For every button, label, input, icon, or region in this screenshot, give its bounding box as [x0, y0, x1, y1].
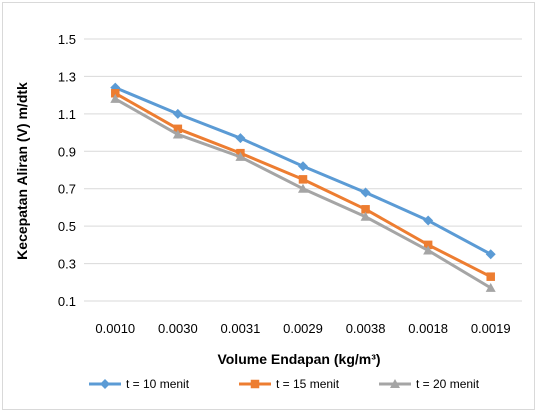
y-tick-label: 0.7	[58, 182, 76, 197]
chart-frame: 0.1 0.3 0.5 0.7 0.9 1.1 1.3 1.5 0.0010 0.0030 0.0…	[2, 2, 535, 410]
legend-item: t = 10 menit	[89, 377, 190, 391]
x-tick-label: 0.0031	[221, 321, 261, 336]
data-point	[173, 124, 183, 134]
data-point	[172, 108, 183, 119]
data-point	[486, 272, 495, 281]
legend-label: t = 10 menit	[126, 377, 190, 391]
x-tick-label: 0.0030	[158, 321, 198, 336]
y-axis-ticks: 0.1 0.3 0.5 0.7 0.9 1.1 1.3 1.5	[58, 32, 76, 309]
data-point	[390, 379, 400, 388]
data-point	[235, 133, 246, 144]
data-point	[360, 187, 371, 198]
x-tick-label: 0.0038	[346, 321, 386, 336]
data-point	[235, 151, 246, 161]
legend: t = 10 menit t = 15 menit t = 20 menit	[89, 377, 480, 391]
y-tick-label: 0.1	[58, 294, 76, 309]
data-point	[110, 93, 121, 103]
y-tick-label: 0.9	[58, 144, 76, 159]
y-tick-label: 1.5	[58, 32, 76, 47]
legend-label: t = 20 menit	[416, 377, 480, 391]
x-tick-label: 0.0019	[471, 321, 511, 336]
series-3	[110, 93, 496, 292]
data-point	[298, 175, 308, 184]
data-point	[485, 249, 496, 260]
legend-item: t = 15 menit	[239, 377, 340, 391]
legend-item: t = 20 menit	[379, 377, 480, 391]
legend-label: t = 15 menit	[276, 377, 340, 391]
data-point	[360, 211, 371, 221]
x-tick-label: 0.0018	[408, 321, 448, 336]
data-point	[111, 89, 120, 98]
line-chart: 0.10.30.50.70.91.11.31.5 0.0010 0.0030 0.0…	[14, 32, 522, 391]
data-point	[361, 205, 370, 214]
y-tick-label: 0.5	[58, 219, 76, 234]
data-point	[100, 379, 110, 389]
y-tick-label: 1.3	[58, 69, 76, 84]
data-point	[423, 245, 434, 255]
x-axis-title: Volume Endapan (kg/m³)	[217, 351, 380, 367]
data-point	[172, 129, 183, 139]
x-axis-ticks: 0.0010 0.0030 0.0031 0.0029 0.0038 0.0018 0.00…	[95, 321, 510, 336]
y-tick-label: 0.3	[58, 257, 76, 272]
data-point	[423, 240, 433, 250]
data-point	[298, 161, 308, 172]
y-axis-title: Kecepatan Aliran (V) m/dtk	[14, 82, 30, 260]
x-tick-label: 0.0029	[283, 321, 323, 336]
data-point	[423, 215, 434, 226]
series-1	[110, 82, 496, 260]
data-point	[485, 282, 496, 292]
data-point	[298, 183, 308, 193]
x-tick-label: 0.0010	[95, 321, 135, 336]
series-layer	[110, 82, 496, 292]
y-tick-label: 1.1	[58, 107, 76, 122]
gridlines	[84, 38, 522, 302]
data-point	[250, 379, 260, 389]
series-line	[114, 97, 492, 290]
